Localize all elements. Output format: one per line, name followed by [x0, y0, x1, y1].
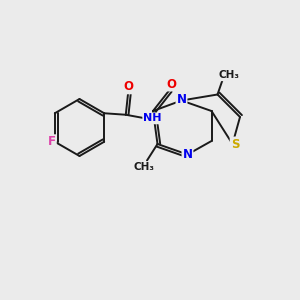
Text: F: F — [48, 135, 56, 148]
Text: O: O — [166, 77, 176, 91]
Text: O: O — [123, 80, 133, 93]
Text: CH₃: CH₃ — [134, 162, 154, 172]
Text: N: N — [182, 148, 193, 161]
Text: NH: NH — [143, 113, 162, 123]
Text: N: N — [176, 93, 187, 106]
Text: CH₃: CH₃ — [219, 70, 240, 80]
Text: S: S — [231, 137, 239, 151]
